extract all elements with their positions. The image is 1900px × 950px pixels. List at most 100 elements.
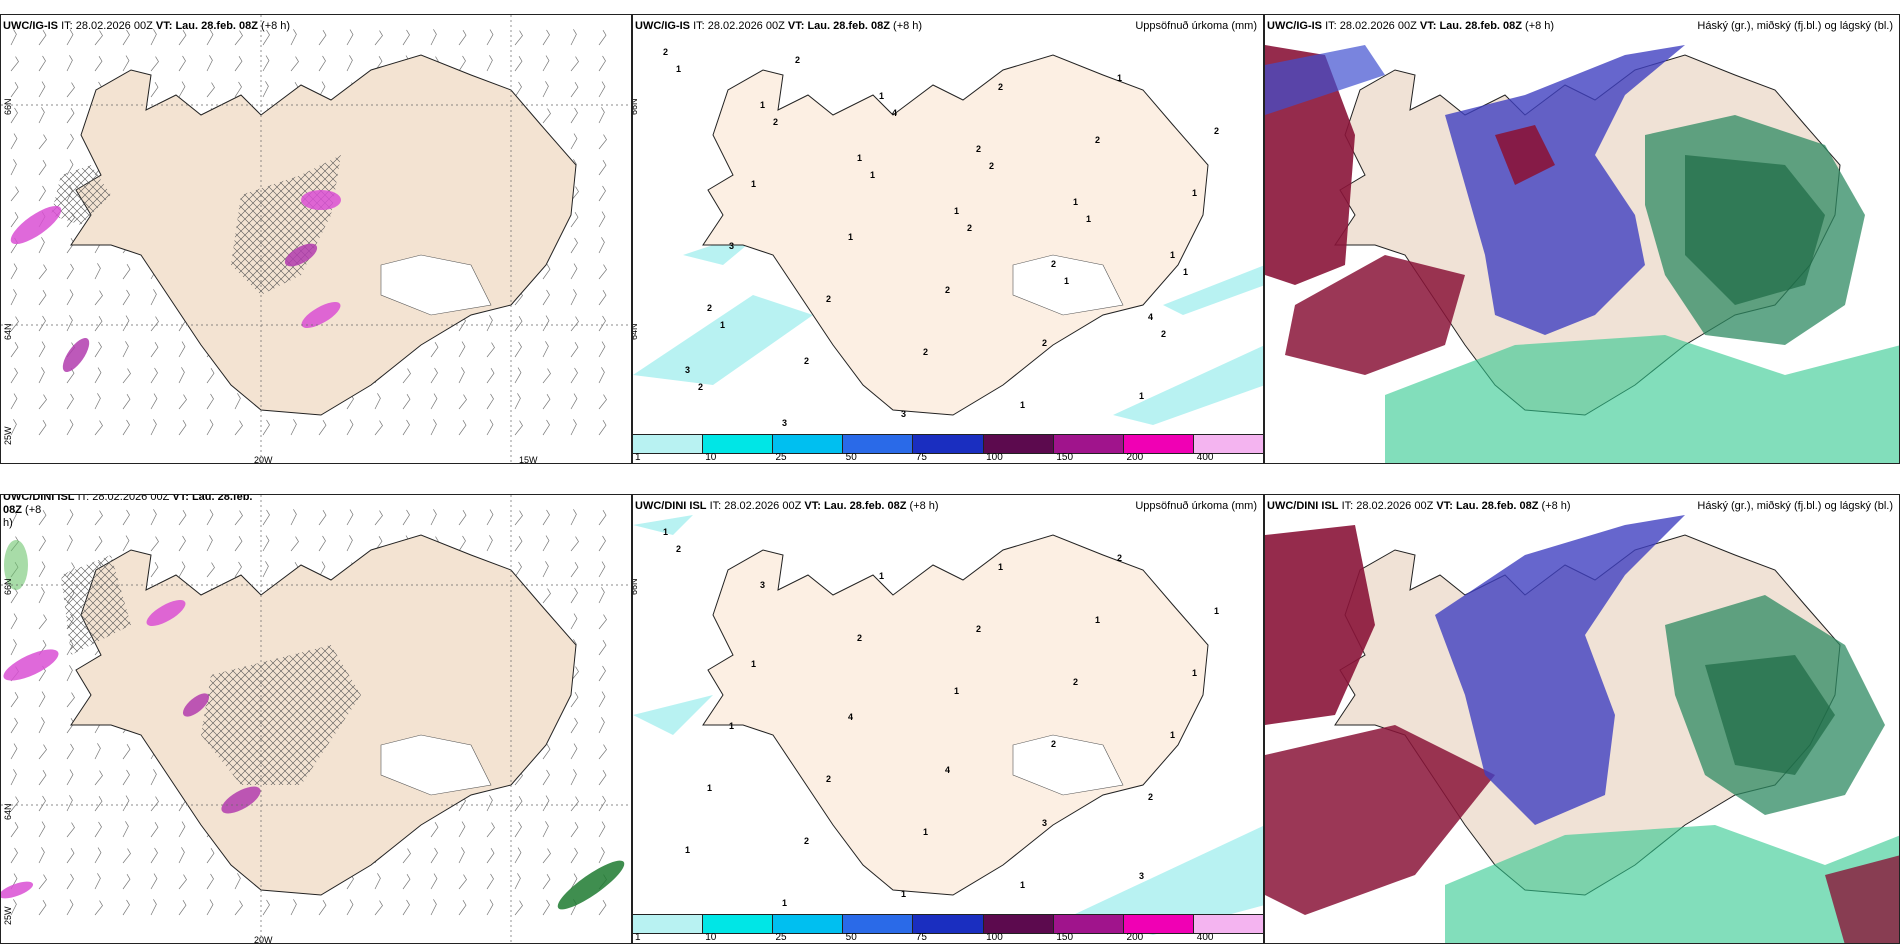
precip-value-label: 1 [1086,214,1091,224]
wind-barb [178,367,185,384]
wind-barb [346,55,353,72]
wind-barb [122,315,130,332]
wind-barb [38,367,45,384]
wind-barb [150,796,159,812]
wind-barb [458,535,466,552]
wind-barb [486,873,494,890]
wind-barb [402,848,411,864]
wind-barb [402,394,411,410]
wind-barb [94,510,103,526]
wind-barb [262,561,269,578]
wind-barb [598,30,607,46]
wind-barb [542,874,551,890]
wind-barb [10,159,17,176]
precip-value-label: 2 [989,161,994,171]
lat-label-66n: 66N [3,578,13,595]
wind-barb [318,535,326,552]
wind-barb [542,108,551,124]
precip-value-label: 2 [804,356,809,366]
wind-barb [94,821,102,838]
wind-barb [374,420,383,436]
wind-barb [150,419,157,436]
wind-barb [66,82,75,98]
wind-barb [570,822,579,838]
precip-value-label: 1 [1192,188,1197,198]
colorbar-tick-label: 200 [1126,452,1144,463]
wind-barb [570,613,578,630]
precip-value-label: 4 [892,108,897,118]
lon-label-25w: 25W [3,426,13,445]
wind-barb [430,393,438,410]
wind-barb [10,743,18,760]
colorbar-tick-label: 10 [705,932,717,943]
wind-barb [122,899,130,916]
wind-barb [570,263,578,280]
lon-label-15w: 15W [519,455,538,464]
panel-variable-label: Uppsöfnuð úrkoma (mm) [1135,500,1257,512]
wind-barb [542,419,550,436]
wind-barb [570,796,579,812]
wind-barb [290,56,299,72]
wind-barb [598,847,605,864]
wind-barb [598,587,605,604]
wind-barb [150,82,159,98]
wind-barb [542,368,551,384]
wind-barb [10,899,17,916]
wind-barb [122,264,131,280]
wind-barb [10,847,18,864]
wind-barb [458,30,467,46]
lat-label-64n: 64N [3,323,13,340]
precip-value-label: 1 [998,562,1003,572]
precip-value-label: 4 [1148,312,1153,322]
panel-variable-label: Uppsöfnuð úrkoma (mm) [1135,20,1257,32]
precip-value-label: 1 [1095,615,1100,625]
precip-value-label: 2 [1214,126,1219,136]
wind-barb [10,692,19,708]
colorbar-swatch [983,435,1054,453]
colorbar-tick-label: 150 [1056,452,1074,463]
wind-barb [346,899,354,916]
wind-barb [10,639,17,656]
wind-barb [66,108,75,124]
wind-barb [122,55,130,72]
wind-barb [542,535,550,552]
precip-value-label: 1 [720,320,725,330]
wind-barb [38,341,46,358]
wind-barb [262,29,270,46]
wind-barb [122,848,131,864]
wind-barb [570,717,578,734]
wind-barb [10,212,19,228]
wind-barb [234,873,241,890]
wind-barb [38,587,45,604]
precip-value-label: 2 [698,382,703,392]
wind-barb [10,107,18,124]
precip-value-label: 1 [751,659,756,669]
wind-barb [542,264,551,280]
wind-barb [290,419,297,436]
precip-value-label: 1 [707,783,712,793]
lat-label-66n: 66N [632,98,639,115]
colorbar-tick-label: 50 [845,452,857,463]
wind-barb [598,900,607,916]
wind-barb [66,769,74,786]
wind-barb [290,29,297,46]
wind-barb [206,899,214,916]
wind-barb [122,744,131,760]
precip-value-label: 1 [1020,880,1025,890]
map-panel-precip-top: UWC/IG-IS IT: 28.02.2026 00Z VT: Lau. 28… [632,14,1264,464]
precip-value-label: 1 [870,170,875,180]
wind-barb [458,55,466,72]
wind-barb [430,342,439,358]
precip-value-label: 1 [751,179,756,189]
wind-barb [598,134,607,150]
precip-value-label: 1 [1183,267,1188,277]
wind-barb [486,535,493,552]
wind-barb [458,367,465,384]
wind-barb [66,159,74,176]
precip-value-label: 4 [848,712,853,722]
wind-barb [318,561,326,578]
precip-value-label: 3 [685,365,690,375]
wind-barb [430,367,438,384]
colorbar-tick-label: 100 [986,452,1003,463]
